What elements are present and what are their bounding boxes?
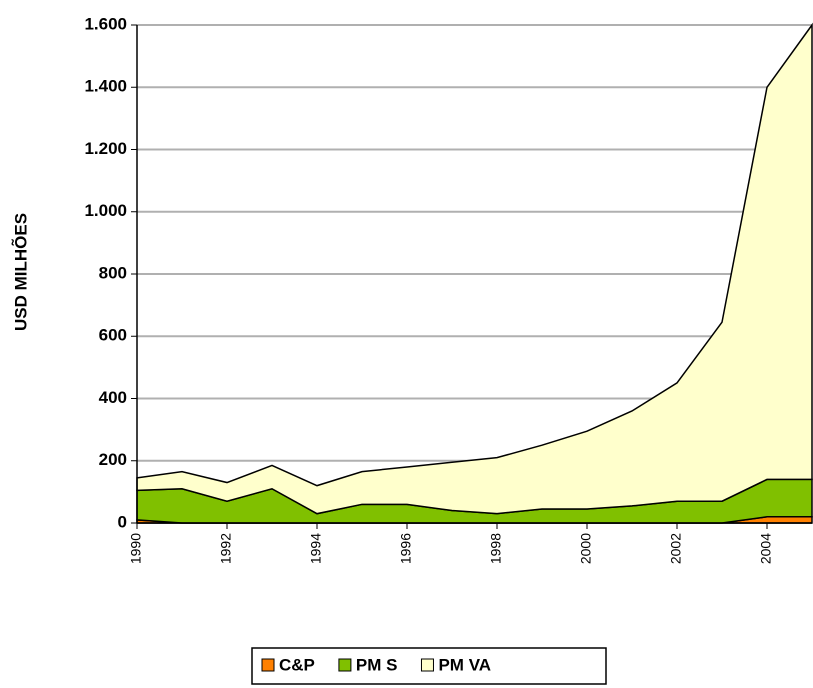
legend-marker xyxy=(420,658,434,672)
y-tick-label: 200 xyxy=(99,450,127,469)
x-tick-label: 2002 xyxy=(668,533,684,564)
y-axis-label: USD MILHÕES xyxy=(10,213,30,331)
area xyxy=(136,22,813,515)
y-tick-label: 400 xyxy=(99,388,127,407)
legend-label: PM S xyxy=(356,655,398,674)
y-tick-label: 1.600 xyxy=(84,14,127,33)
y-tick-label: 1.200 xyxy=(84,139,127,158)
y-tick-label: 800 xyxy=(99,263,127,282)
x-tick-label: 1994 xyxy=(308,533,324,564)
x-tick-label: 1996 xyxy=(398,533,414,564)
x-tick-label: 1992 xyxy=(218,533,234,564)
x-tick-label: 1990 xyxy=(128,533,144,564)
x-tick-label: 1998 xyxy=(488,533,504,564)
legend-label: C&P xyxy=(279,655,315,674)
y-tick-label: 0 xyxy=(118,512,127,531)
legend-marker xyxy=(338,658,352,672)
x-tick-label: 2004 xyxy=(758,533,774,564)
y-tick-label: 600 xyxy=(99,326,127,345)
legend-marker xyxy=(261,658,275,672)
legend-label: PM VA xyxy=(438,655,491,674)
x-tick-label: 2000 xyxy=(578,533,594,564)
legend: C&P PM S PM VA xyxy=(261,655,491,674)
y-tick-label: 1.000 xyxy=(84,201,127,220)
y-tick-label: 1.400 xyxy=(84,77,127,96)
